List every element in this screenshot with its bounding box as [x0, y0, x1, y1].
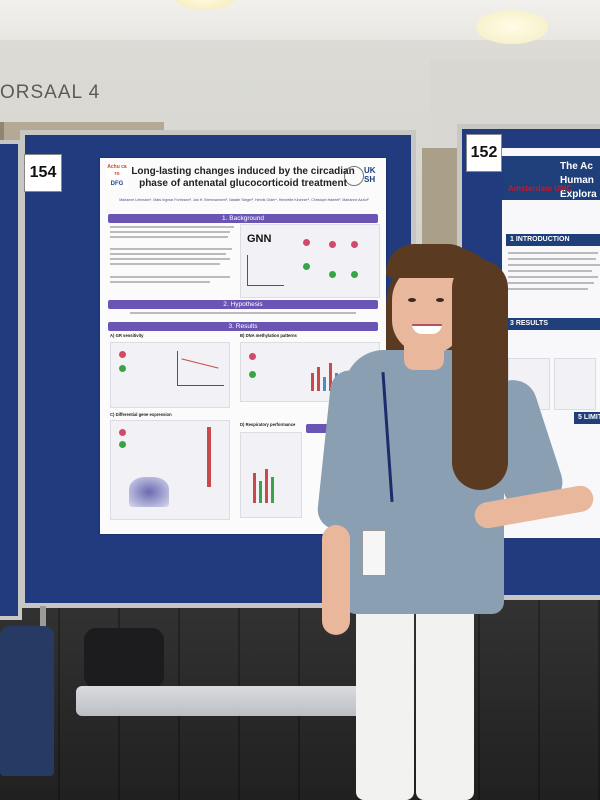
chart-bar	[329, 363, 332, 391]
figure-dot	[351, 241, 358, 248]
chart-bar	[317, 367, 320, 391]
white-pants-leg	[356, 600, 414, 800]
section-header: 1. Background	[108, 214, 378, 223]
gene-expression-figure	[110, 420, 230, 520]
poster-title-line: Explora	[560, 189, 597, 200]
figure-dot	[249, 353, 256, 360]
text-line	[508, 282, 594, 284]
board-number-tag: 154	[24, 154, 62, 192]
institution-logo: Amsterdam UMC	[508, 184, 573, 193]
uksh-logo: UK SH	[364, 166, 376, 184]
name-badge	[362, 530, 386, 576]
figure-dot	[119, 441, 126, 448]
dfg-logo: DFG	[106, 180, 128, 188]
text-line	[110, 276, 230, 278]
gnn-label: GNN	[247, 233, 272, 245]
text-line	[508, 258, 596, 260]
black-bag	[84, 628, 164, 688]
text-line	[110, 281, 210, 283]
subsection-title: C) Differential gene expression	[110, 412, 172, 417]
chart-bar	[271, 477, 274, 503]
eye	[436, 298, 444, 302]
figure-dot	[249, 371, 256, 378]
chart-bar	[311, 373, 314, 391]
poster-tube	[76, 686, 362, 716]
text-line	[130, 312, 356, 314]
background-figure: GNN	[240, 224, 380, 298]
volcano-plot	[129, 477, 169, 507]
subsection-title: A) GR sensitivity	[110, 333, 144, 338]
backpack	[0, 626, 54, 776]
achucaro-logo: Achu ca ro	[106, 164, 128, 178]
university-seal	[344, 166, 364, 186]
figure-dot	[329, 271, 336, 278]
poster-title-line: The Ac	[560, 161, 593, 172]
figure-dot	[119, 429, 126, 436]
mini-chart	[177, 351, 224, 386]
figure-dot	[303, 263, 310, 270]
white-pants-leg	[416, 600, 474, 800]
text-line	[508, 276, 598, 278]
hair-curls	[452, 260, 508, 490]
figure-dot	[351, 271, 358, 278]
eye	[408, 298, 416, 302]
poster-title-line: phase of antenatal glucocorticoid treatm…	[139, 178, 347, 189]
presenter	[300, 240, 600, 800]
board-number-tag: 152	[466, 134, 502, 172]
section-header: 3. Results	[108, 322, 378, 331]
door-frame	[422, 148, 462, 248]
smile	[412, 324, 442, 334]
subsection-title: D) Respiratory performance	[240, 422, 296, 427]
section-header: 3 RESULTS	[506, 318, 600, 330]
figure-dot	[119, 351, 126, 358]
figure-dot	[119, 365, 126, 372]
section-header: 1 INTRODUCTION	[506, 234, 600, 246]
chart-bar	[207, 427, 211, 487]
respiratory-figure	[240, 432, 302, 518]
chart-bar	[259, 481, 262, 503]
poster-title-line: Long-lasting changes induced by the circ…	[131, 166, 355, 177]
gr-sensitivity-figure	[110, 342, 230, 408]
ceiling-lamp	[476, 10, 548, 44]
text-line	[110, 253, 226, 255]
poster-title: Long-lasting changes induced by the circ…	[100, 166, 386, 190]
section-header: 5 LIMITA	[574, 412, 600, 424]
poster-title-line: Human	[560, 175, 594, 186]
chart-bar	[323, 377, 326, 391]
section-header: 2. Hypothesis	[108, 300, 378, 309]
left-arm	[322, 525, 350, 635]
poster-header	[502, 156, 600, 200]
text-line	[110, 236, 228, 238]
poster-authors: Marianne Lehmann¹, Mats Ingmar Fortmann²…	[119, 198, 369, 202]
room-sign: ORSAAL 4	[0, 82, 101, 103]
subsection-title: B) DNA methylation patterns	[240, 333, 297, 338]
text-line	[110, 263, 220, 265]
text-line	[508, 270, 592, 272]
text-line	[110, 226, 234, 228]
text-line	[110, 248, 232, 250]
results-figure	[554, 358, 596, 410]
chart-bar	[265, 469, 268, 503]
ceiling-lamp	[175, 0, 235, 10]
poster-title: The Ac Human Explora	[560, 160, 597, 202]
figure-dot	[329, 241, 336, 248]
chart-bar	[253, 473, 256, 503]
text-line	[508, 264, 600, 266]
text-line	[110, 231, 230, 233]
text-line	[508, 252, 598, 254]
text-line	[110, 258, 230, 260]
mini-chart	[247, 255, 284, 286]
text-line	[508, 288, 588, 290]
poster-board-left	[0, 140, 22, 620]
figure-dot	[303, 239, 310, 246]
